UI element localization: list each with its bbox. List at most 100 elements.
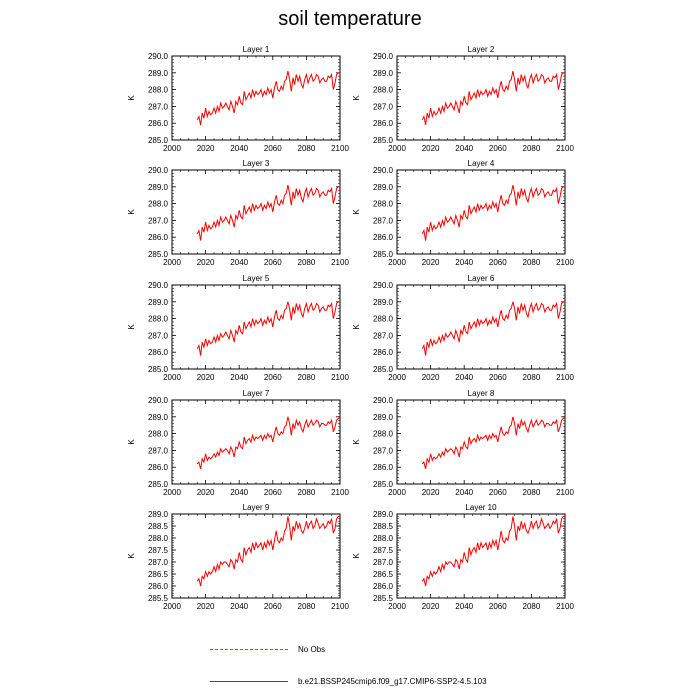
x-tick-label: 2000	[163, 602, 181, 611]
x-tick-label: 2000	[388, 258, 406, 267]
x-tick-label: 2060	[489, 488, 507, 497]
panel-4: Layer 4 K 2000 2020 2040 2060 2080 2100 285.0 286…	[352, 159, 574, 267]
y-tick-label: 286.0	[148, 119, 169, 128]
x-tick-label: 2020	[422, 602, 440, 611]
y-tick-label: 289.0	[148, 183, 169, 192]
x-tick-label: 2100	[556, 258, 574, 267]
x-tick-label: 2000	[163, 144, 181, 153]
series-line	[421, 301, 565, 356]
x-tick-label: 2040	[230, 488, 248, 497]
y-tick-label: 286.0	[373, 233, 394, 242]
figure-title: soil temperature	[278, 8, 422, 30]
panel-1: Layer 1 K 2000 2020 2040 2060 2080 2100 285.0 286…	[127, 45, 349, 153]
plot-frame	[171, 55, 341, 141]
y-tick-label: 289.0	[148, 69, 169, 78]
legend-model-label: b.e21.BSSP245cmip6.f09_g17.CMIP6-SSP2-4.…	[298, 676, 487, 686]
legend-model: b.e21.BSSP245cmip6.f09_g17.CMIP6-SSP2-4.…	[210, 674, 487, 688]
x-tick-label: 2100	[331, 602, 349, 611]
y-tick-label: 287.0	[148, 216, 169, 225]
y-axis-label: K	[352, 439, 361, 445]
y-axis-label: K	[127, 324, 136, 330]
y-tick-label: 289.0	[373, 413, 394, 422]
x-tick-label: 2020	[422, 258, 440, 267]
x-tick-label: 2100	[331, 144, 349, 153]
panel-title: Layer 2	[468, 45, 495, 54]
y-tick-label: 287.0	[148, 558, 169, 567]
y-tick-label: 285.0	[148, 136, 169, 145]
y-axis-label: K	[127, 553, 136, 559]
x-tick-label: 2080	[523, 144, 541, 153]
x-tick-label: 2060	[264, 488, 282, 497]
legend-no-obs-label: No Obs	[298, 644, 326, 654]
panel-title: Layer 4	[468, 159, 495, 168]
y-tick-label: 290.0	[373, 52, 394, 61]
y-axis-label: K	[352, 324, 361, 330]
panel-title: Layer 8	[468, 389, 495, 398]
x-tick-label: 2080	[298, 373, 316, 382]
y-tick-label: 288.0	[148, 315, 169, 324]
y-tick-label: 286.5	[373, 570, 394, 579]
plot-frame	[171, 284, 341, 370]
series-line	[421, 185, 565, 241]
panel-title: Layer 1	[243, 45, 270, 54]
legend-model-swatch	[210, 680, 288, 682]
y-tick-label: 289.0	[148, 298, 169, 307]
plot-frame	[396, 55, 566, 141]
y-tick-label: 286.0	[148, 582, 169, 591]
y-tick-label: 287.0	[148, 446, 169, 455]
x-tick-label: 2000	[388, 144, 406, 153]
plot-frame	[171, 399, 341, 485]
y-tick-label: 285.0	[373, 480, 394, 489]
y-axis-label: K	[352, 209, 361, 215]
x-tick-label: 2100	[331, 488, 349, 497]
plot-frame	[396, 284, 566, 370]
panel-title: Layer 9	[243, 503, 270, 512]
y-axis-label: K	[352, 95, 361, 101]
y-tick-label: 289.0	[373, 298, 394, 307]
panel-6: Layer 6 K 2000 2020 2040 2060 2080 2100 285.0 286…	[352, 274, 574, 382]
x-tick-label: 2040	[230, 373, 248, 382]
x-tick-label: 2040	[230, 144, 248, 153]
y-tick-label: 287.0	[148, 331, 169, 340]
x-tick-label: 2060	[489, 373, 507, 382]
panel-9: Layer 9 K 2000 2020 2040 2060 2080 2100 285.5 286…	[127, 503, 349, 611]
plot-frame	[396, 169, 566, 255]
y-tick-label: 290.0	[373, 281, 394, 290]
x-tick-label: 2040	[455, 144, 473, 153]
x-tick-label: 2020	[197, 373, 215, 382]
series-line	[196, 416, 341, 470]
y-tick-label: 286.0	[373, 119, 394, 128]
x-tick-label: 2060	[264, 144, 282, 153]
panel-10: Layer 10 K 2000 2020 2040 2060 2080 2100 285.5 28…	[352, 503, 574, 611]
y-tick-label: 285.0	[373, 250, 394, 259]
y-tick-label: 288.0	[148, 534, 169, 543]
panel-title: Layer 7	[243, 389, 270, 398]
plot-frame	[171, 169, 341, 255]
x-tick-label: 2020	[422, 373, 440, 382]
y-tick-label: 287.0	[148, 102, 169, 111]
y-tick-label: 289.0	[148, 413, 169, 422]
x-tick-label: 2040	[455, 373, 473, 382]
series-line	[421, 515, 565, 587]
y-tick-label: 286.0	[373, 582, 394, 591]
y-tick-label: 290.0	[148, 166, 169, 175]
y-tick-label: 288.0	[373, 200, 394, 209]
x-tick-label: 2000	[388, 488, 406, 497]
y-axis-label: K	[127, 209, 136, 215]
legend-no-obs: No Obs	[210, 642, 325, 656]
y-tick-label: 289.0	[373, 69, 394, 78]
x-tick-label: 2080	[298, 602, 316, 611]
y-tick-label: 286.5	[148, 570, 169, 579]
y-tick-label: 287.0	[373, 446, 394, 455]
x-tick-label: 2060	[489, 602, 507, 611]
y-axis-label: K	[127, 439, 136, 445]
y-tick-label: 285.0	[148, 250, 169, 259]
x-tick-label: 2000	[388, 373, 406, 382]
x-tick-label: 2060	[489, 144, 507, 153]
y-tick-label: 285.0	[148, 365, 169, 374]
y-tick-label: 288.0	[373, 86, 394, 95]
y-tick-label: 288.0	[373, 430, 394, 439]
y-tick-label: 290.0	[373, 166, 394, 175]
y-tick-label: 285.5	[148, 594, 169, 603]
x-tick-label: 2020	[197, 258, 215, 267]
